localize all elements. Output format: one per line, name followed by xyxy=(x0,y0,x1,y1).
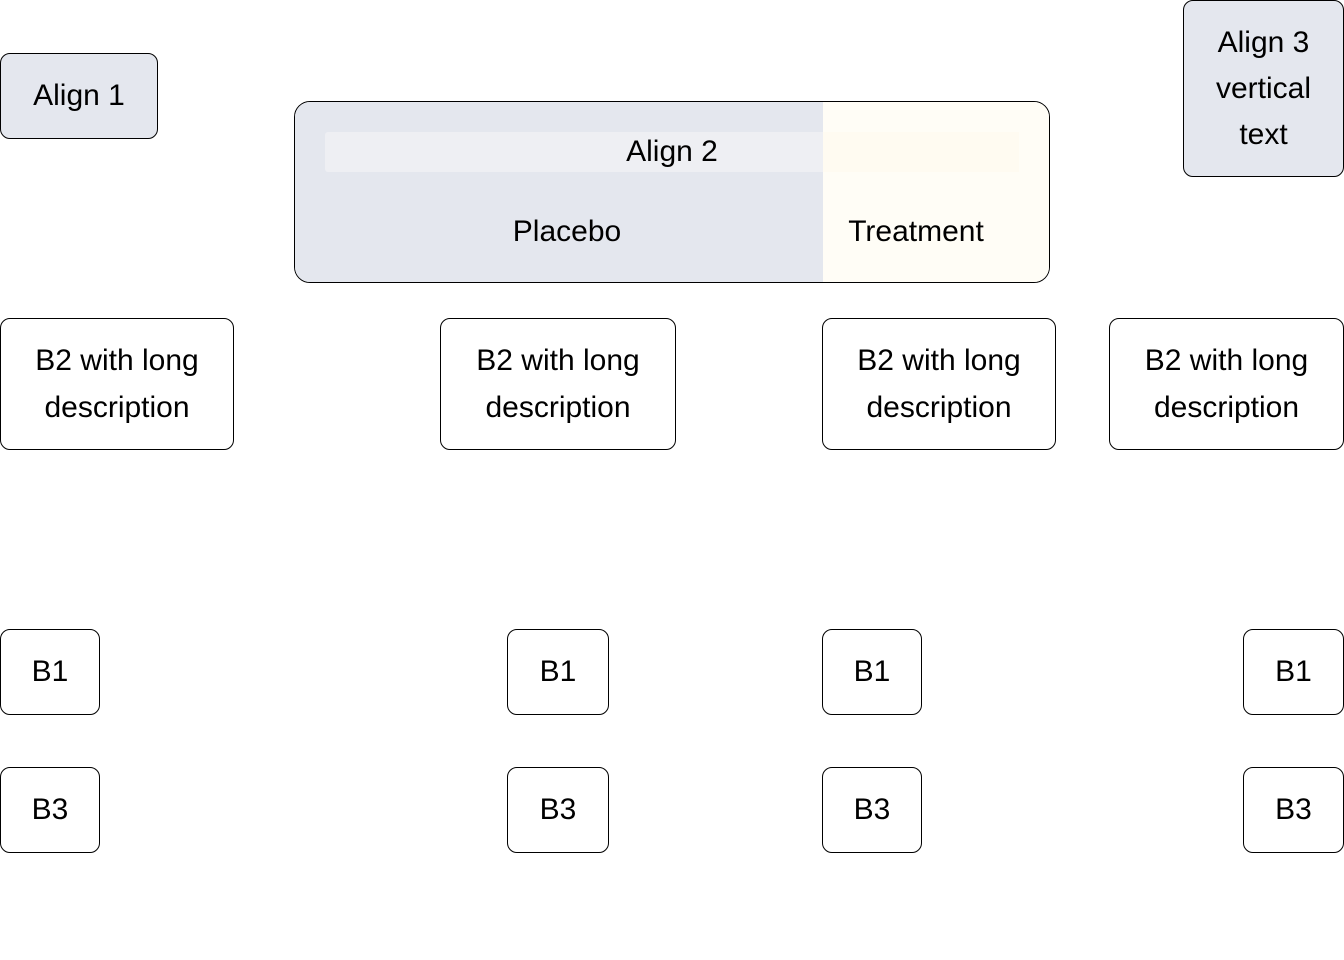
b3-label: B3 xyxy=(853,793,891,826)
b1-label: B1 xyxy=(31,655,69,688)
b1-box: B1 xyxy=(507,629,609,715)
b2-box: B2 with long description xyxy=(0,318,234,450)
b1-label: B1 xyxy=(853,655,891,688)
b3-box: B3 xyxy=(0,767,100,853)
align-3-label: Align 3 vertical text xyxy=(1215,25,1312,151)
b3-label: B3 xyxy=(539,793,577,826)
b1-box: B1 xyxy=(822,629,922,715)
align-2-group-box: Align 2 Placebo Treatment xyxy=(294,101,1050,283)
b1-box: B1 xyxy=(1243,629,1344,715)
treatment-region xyxy=(823,102,1049,282)
align-1-label: Align 1 xyxy=(33,79,125,112)
b3-box: B3 xyxy=(1243,767,1344,853)
b1-box: B1 xyxy=(0,629,100,715)
b2-label: B2 with long description xyxy=(476,344,640,424)
b3-box: B3 xyxy=(822,767,922,853)
b3-label: B3 xyxy=(1275,793,1312,826)
align-2-title-strip-treatment xyxy=(823,132,1019,172)
b2-label: B2 with long description xyxy=(35,344,199,424)
b2-box: B2 with long description xyxy=(822,318,1056,450)
placebo-region xyxy=(295,102,823,282)
b3-label: B3 xyxy=(31,793,69,826)
align-3-box: Align 3 vertical text xyxy=(1183,0,1344,177)
b2-box: B2 with long description xyxy=(1109,318,1344,450)
treatment-label: Treatment xyxy=(848,215,984,248)
b2-label: B2 with long description xyxy=(857,344,1021,424)
align-2-title: Align 2 xyxy=(626,135,718,168)
placebo-label: Placebo xyxy=(512,215,622,248)
b1-label: B1 xyxy=(1275,655,1312,688)
b1-label: B1 xyxy=(539,655,577,688)
b2-label: B2 with long description xyxy=(1144,344,1309,424)
b3-box: B3 xyxy=(507,767,609,853)
b2-box: B2 with long description xyxy=(440,318,676,450)
align-1-box: Align 1 xyxy=(0,53,158,139)
